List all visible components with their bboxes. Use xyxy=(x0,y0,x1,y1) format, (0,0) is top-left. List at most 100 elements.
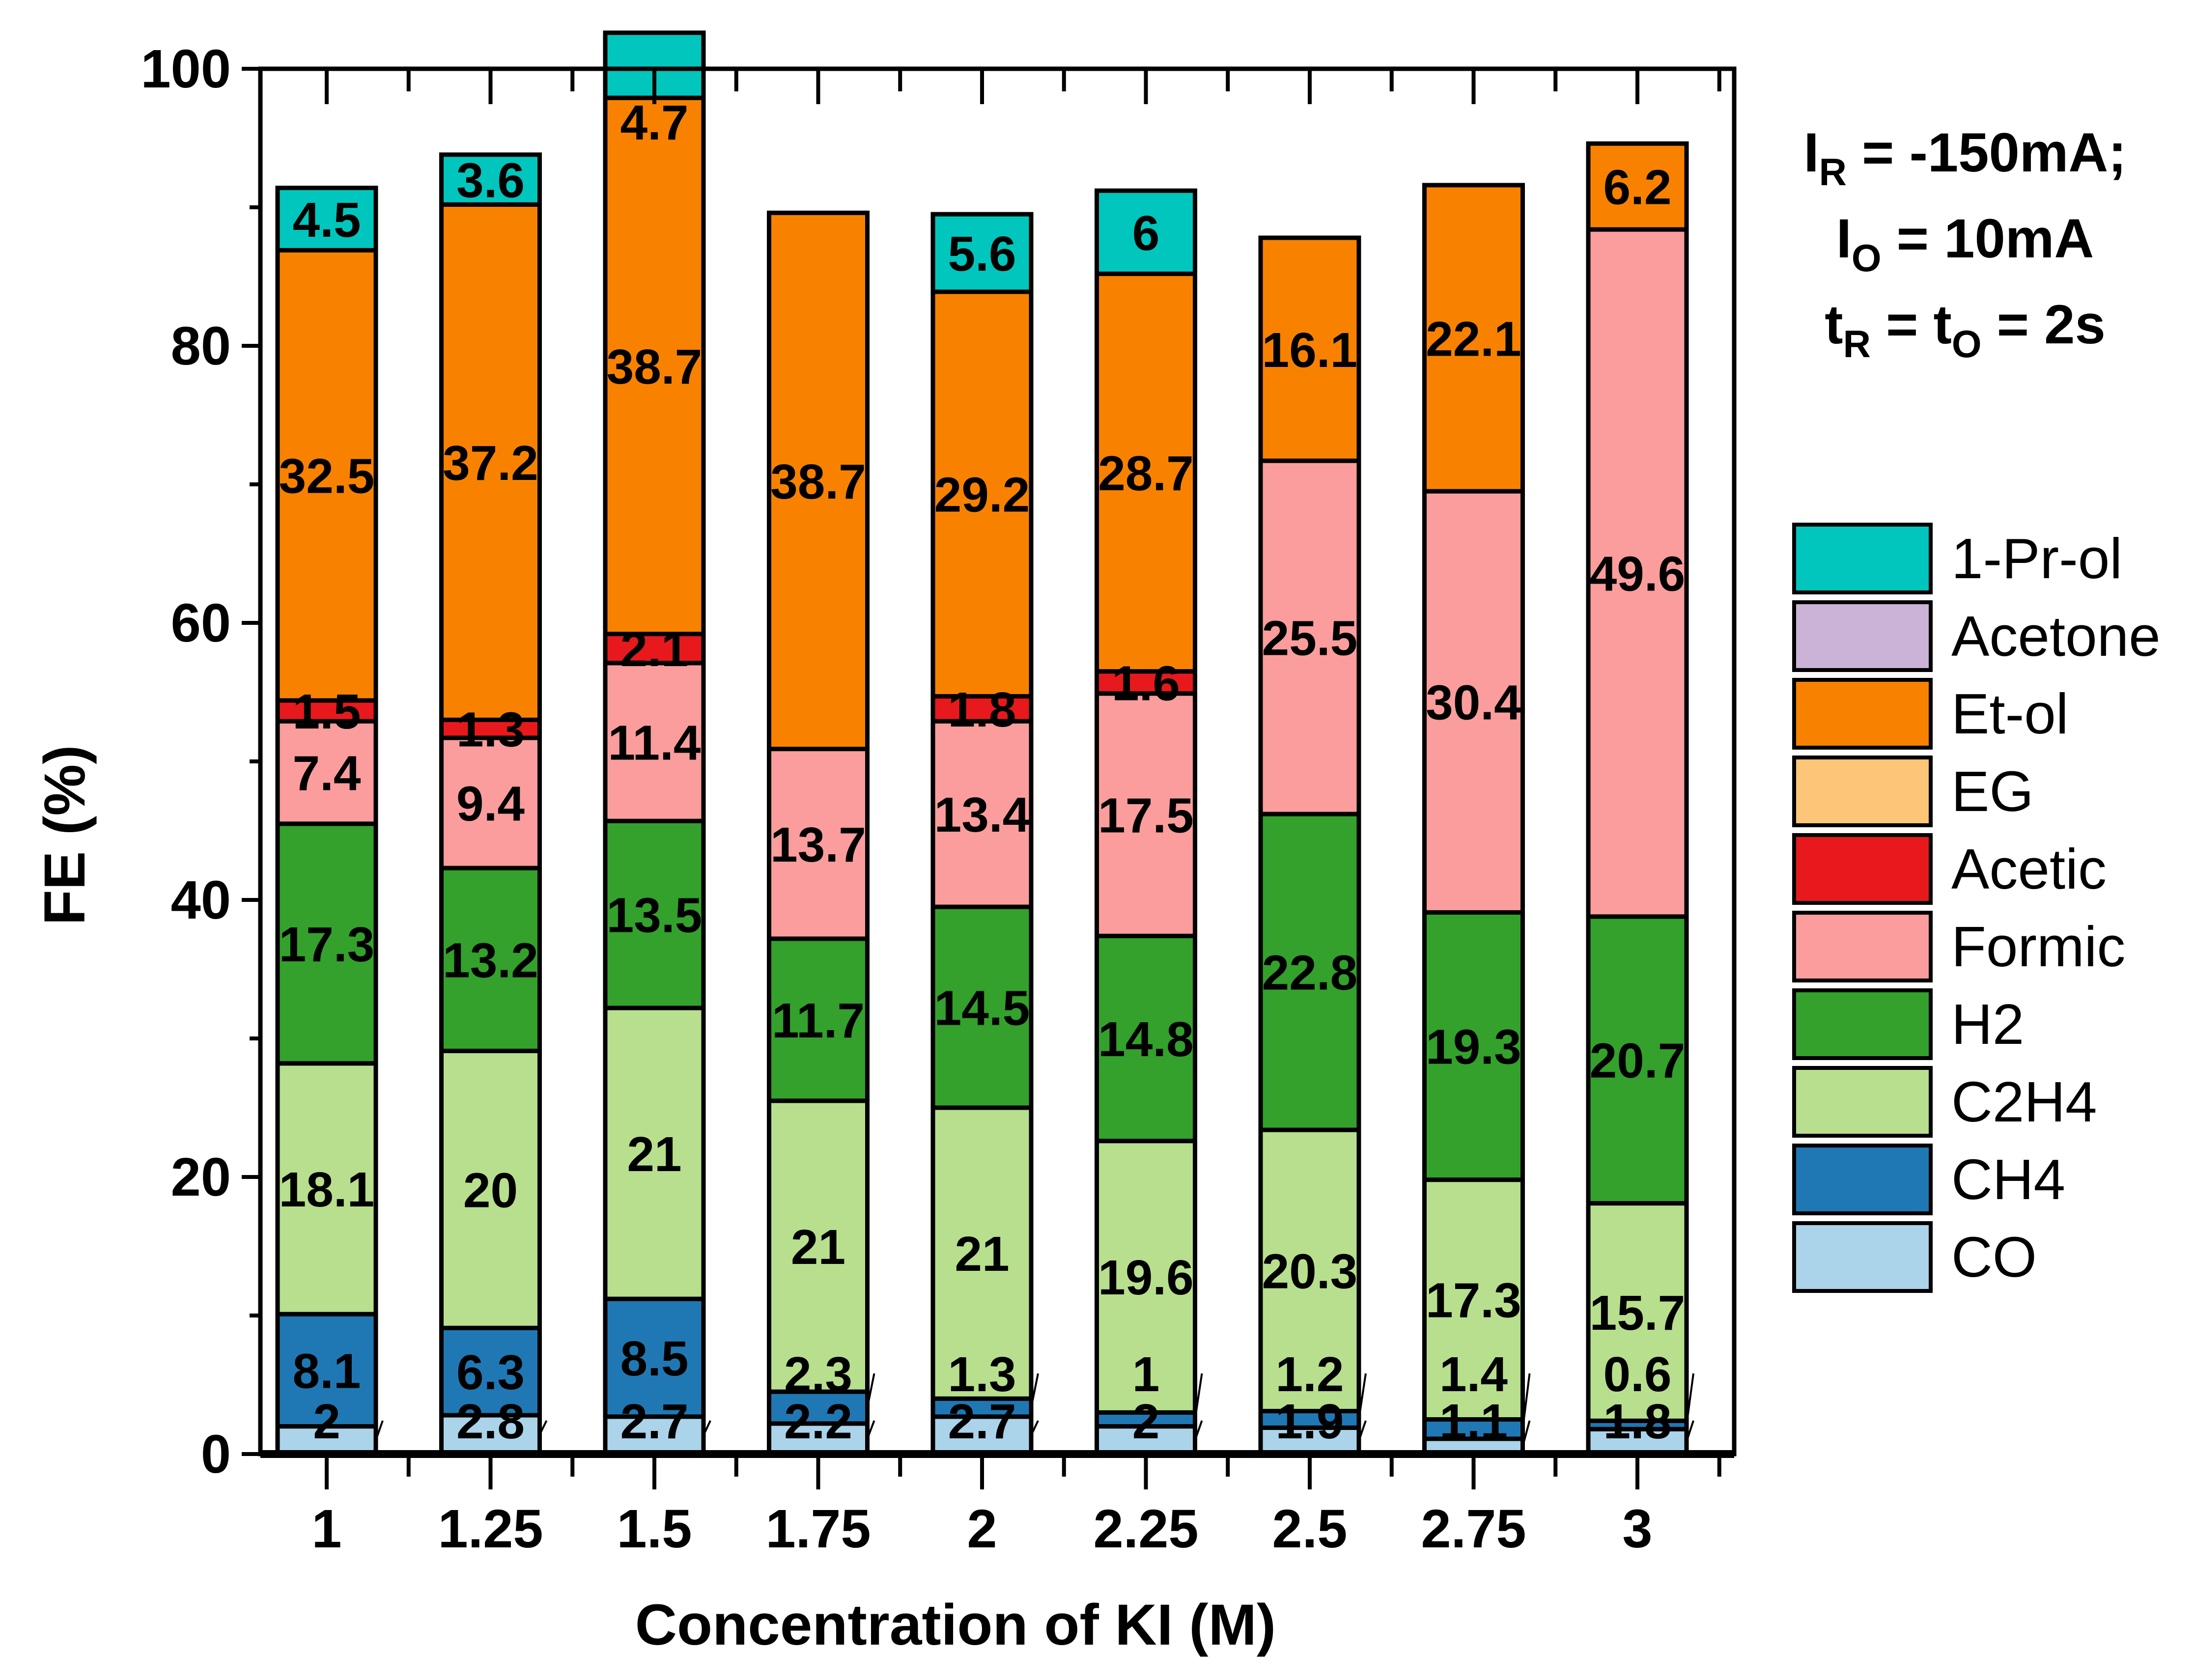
label-leader-line xyxy=(866,1420,875,1439)
data-label-ch4-1: 8.1 xyxy=(292,1344,361,1399)
label-leader-line xyxy=(866,1373,875,1408)
data-label-ch4-1.25: 6.3 xyxy=(456,1345,525,1400)
y-tick-label: 40 xyxy=(171,870,231,930)
data-label-c2h4-2.5: 20.3 xyxy=(1262,1244,1358,1299)
legend-item-formic: Formic xyxy=(1792,911,2125,982)
bar-segment-ch4-2.75 xyxy=(1422,1417,1525,1441)
legend-label: Et-ol xyxy=(1951,682,2069,746)
x-axis-title: Concentration of KI (M) xyxy=(635,1593,1276,1657)
bar-segment-et-ol-1.5 xyxy=(603,95,706,637)
legend-item-1-pr-ol: 1-Pr-ol xyxy=(1792,523,2122,594)
legend-swatch xyxy=(1792,523,1933,594)
bar-segment-formic-3 xyxy=(1586,227,1689,919)
data-label-formic-1.75: 13.7 xyxy=(770,817,866,872)
data-label-1-pr-ol-2: 5.6 xyxy=(948,226,1016,281)
data-label-h2-3: 20.7 xyxy=(1590,1034,1686,1089)
data-label-ch4-3: 0.6 xyxy=(1603,1347,1671,1402)
bar-segment-et-ol-1 xyxy=(275,248,378,703)
conditions-annotation-2: IO = 10mA xyxy=(1749,208,2181,280)
legend-item-co: CO xyxy=(1792,1221,2037,1293)
data-label-h2-2: 14.5 xyxy=(934,981,1030,1036)
bar-segment-et-ol-1.75 xyxy=(767,210,870,752)
data-label-c2h4-1.75: 21 xyxy=(791,1220,845,1275)
data-label-c2h4-1.25: 20 xyxy=(463,1163,518,1218)
label-leader-line xyxy=(1521,1373,1531,1429)
label-leader-line xyxy=(1686,1373,1694,1426)
data-label-co-1.5: 2.7 xyxy=(620,1394,688,1449)
legend-item-h2: H2 xyxy=(1792,988,2024,1060)
legend-label: 1-Pr-ol xyxy=(1951,527,2122,590)
data-label-co-2.75: 1.1 xyxy=(1439,1394,1508,1449)
data-label-et-ol-3: 6.2 xyxy=(1603,160,1671,215)
data-label-et-ol-1.25: 37.2 xyxy=(443,436,538,491)
x-tick-label: 1 xyxy=(311,1499,341,1559)
bar-segment-c2h4-2.5 xyxy=(1258,1127,1361,1414)
bar-segment-ch4-1 xyxy=(275,1312,378,1429)
data-label-et-ol-2.5: 16.1 xyxy=(1262,323,1358,378)
label-leader-line xyxy=(1194,1373,1203,1420)
bar-segment-acetic-2 xyxy=(930,694,1034,724)
y-axis-title: FE (%) xyxy=(32,745,97,925)
label-leader-line xyxy=(1030,1420,1039,1436)
bar-segment-acetic-1 xyxy=(275,698,378,724)
bar-segment-c2h4-3 xyxy=(1586,1201,1689,1423)
data-label-formic-1.25: 9.4 xyxy=(456,777,525,832)
legend-swatch xyxy=(1792,833,1933,905)
conditions-annotation-3: tR = tO = 2s xyxy=(1749,294,2181,365)
label-leader-line xyxy=(1030,1373,1039,1408)
annotation-line-2: IO = 10mA xyxy=(1836,208,2094,280)
bar-segment-h2-2.5 xyxy=(1258,812,1361,1132)
y-tick-label: 60 xyxy=(171,593,231,653)
legend-label: EG xyxy=(1951,759,2034,823)
legend-label: Formic xyxy=(1951,915,2125,979)
legend-swatch xyxy=(1792,756,1933,827)
data-label-acetic-2.25: 1.6 xyxy=(1112,656,1180,711)
data-label-acetic-2: 1.8 xyxy=(948,682,1016,737)
legend-swatch xyxy=(1792,678,1933,750)
bar-segment-ch4-1.25 xyxy=(439,1325,542,1418)
bar-segment-formic-1.75 xyxy=(767,747,870,941)
y-tick-label: 20 xyxy=(171,1147,231,1207)
data-label-ch4-1.75: 2.3 xyxy=(784,1347,852,1402)
annotation-line-3: tR = tO = 2s xyxy=(1825,294,2106,365)
legend-label: CH4 xyxy=(1951,1148,2065,1211)
data-label-co-1.25: 2.8 xyxy=(456,1394,525,1449)
data-label-formic-2.25: 17.5 xyxy=(1098,788,1194,843)
bar-segment-c2h4-1.75 xyxy=(767,1098,870,1394)
data-label-ch4-2: 1.3 xyxy=(948,1347,1016,1402)
label-leader-line xyxy=(375,1420,384,1441)
data-label-h2-2.5: 22.8 xyxy=(1262,946,1358,1001)
data-label-ch4-2.75: 1.4 xyxy=(1439,1347,1508,1402)
data-label-h2-1.75: 11.7 xyxy=(772,993,865,1048)
legend-label: H2 xyxy=(1951,992,2024,1056)
data-label-acetic-1.5: 2.1 xyxy=(620,622,688,677)
data-label-et-ol-1.5: 38.7 xyxy=(607,339,703,394)
legend: 1-Pr-ol Acetone Et-ol EG Acetic Formic H2 C2H4 C… xyxy=(1792,523,2161,1293)
x-tick-label: 1.75 xyxy=(765,1499,871,1559)
data-label-ch4-1.5: 8.5 xyxy=(620,1331,688,1386)
data-label-h2-2.75: 19.3 xyxy=(1426,1020,1521,1075)
data-label-et-ol-2.75: 22.1 xyxy=(1426,311,1521,366)
bar-segment-h2-1 xyxy=(275,821,378,1066)
legend-item-c2h4: C2H4 xyxy=(1792,1066,2097,1138)
axes-group: 0 20 40 60 80 100 1 1.25 1.5 1.75 2 2.25 2.5 2.75 3 xyxy=(141,39,1737,1559)
data-label-ch4-2.5: 1.2 xyxy=(1275,1347,1344,1402)
bar-segment-ch4-1.5 xyxy=(603,1296,706,1419)
conditions-annotation: IR = -150mA; xyxy=(1749,125,2181,192)
bar-segment-et-ol-2.25 xyxy=(1095,271,1197,674)
data-label-ch4-2.25: 1 xyxy=(1132,1347,1160,1402)
data-label-co-2.5: 1.9 xyxy=(1275,1394,1344,1449)
bar-segment-c2h4-1.5 xyxy=(603,1006,706,1301)
x-tick-label: 2 xyxy=(967,1499,997,1559)
legend-label: Acetic xyxy=(1951,837,2107,901)
legend-item-acetone: Acetone xyxy=(1792,600,2161,672)
label-leaders-group xyxy=(375,1373,1694,1447)
bar-segment-et-ol-2.75 xyxy=(1422,183,1525,494)
legend-label: CO xyxy=(1951,1225,2037,1289)
data-label-formic-1: 7.4 xyxy=(292,746,361,801)
legend-item-eg: EG xyxy=(1792,756,2034,827)
legend-swatch xyxy=(1792,600,1933,672)
data-label-h2-1.25: 13.2 xyxy=(443,933,538,988)
legend-swatch xyxy=(1792,1066,1933,1138)
